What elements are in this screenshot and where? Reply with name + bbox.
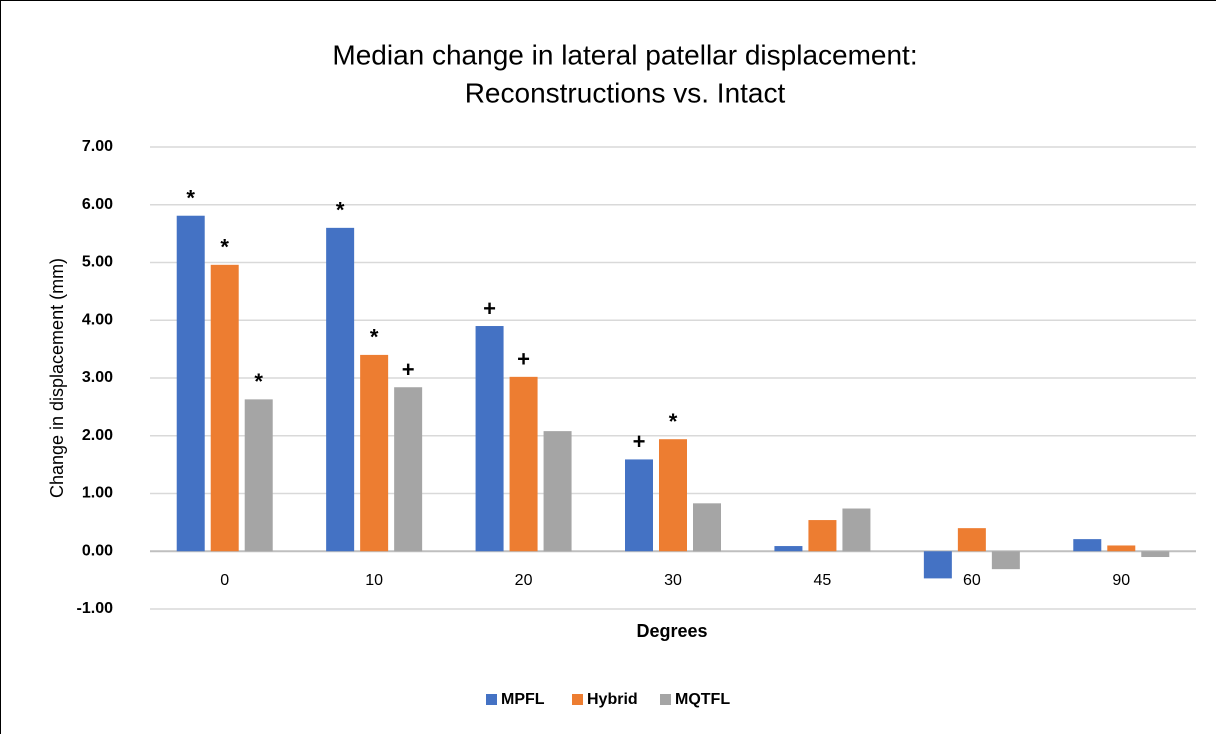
chart-title: Median change in lateral patellar displa…	[332, 39, 917, 70]
x-tick-label: 45	[814, 572, 832, 589]
legend-swatch	[572, 694, 583, 705]
bar	[176, 215, 205, 552]
y-tick-label: 5.00	[82, 254, 113, 271]
bar	[475, 326, 504, 552]
significance-marker: +	[483, 296, 496, 321]
bar	[774, 546, 803, 552]
y-tick-label: 1.00	[82, 485, 113, 502]
significance-marker: *	[220, 235, 229, 260]
bar	[244, 399, 273, 552]
bar	[923, 551, 952, 579]
x-tick-label: 30	[664, 572, 682, 589]
legend-label: Hybrid	[587, 691, 638, 708]
x-tick-label: 90	[1112, 572, 1130, 589]
y-tick-label: 3.00	[82, 369, 113, 386]
x-tick-label: 20	[515, 572, 533, 589]
bar	[1141, 551, 1170, 558]
bar	[957, 528, 986, 552]
chart-title: Reconstructions vs. Intact	[465, 77, 786, 108]
significance-marker: *	[186, 186, 195, 211]
significance-marker: +	[402, 357, 415, 382]
bar	[394, 387, 423, 552]
x-tick-label: 60	[963, 572, 981, 589]
y-tick-label: 4.00	[82, 311, 113, 328]
bar	[659, 439, 687, 552]
bar	[625, 459, 653, 552]
bar	[509, 376, 538, 552]
significance-marker: +	[517, 347, 530, 372]
bar	[1073, 539, 1102, 552]
legend-label: MPFL	[501, 691, 545, 708]
legend-label: MQTFL	[675, 691, 730, 708]
bar	[991, 551, 1020, 570]
bar	[693, 503, 721, 552]
significance-marker: *	[370, 325, 379, 350]
bar	[360, 354, 389, 552]
significance-marker: +	[633, 429, 646, 454]
legend-swatch	[660, 694, 671, 705]
bar	[808, 520, 837, 552]
legend-swatch	[486, 694, 497, 705]
bar	[842, 508, 871, 552]
bar	[210, 264, 239, 552]
bar	[543, 431, 572, 552]
significance-marker: *	[669, 409, 678, 434]
significance-marker: *	[336, 198, 345, 223]
x-axis-label: Degrees	[636, 621, 707, 641]
y-axis-label: Change in displacement (mm)	[47, 258, 67, 498]
y-tick-label: 6.00	[82, 196, 113, 213]
y-tick-label: -1.00	[77, 600, 114, 617]
y-tick-label: 0.00	[82, 542, 113, 559]
x-tick-label: 0	[220, 572, 229, 589]
bar	[326, 227, 355, 552]
y-tick-label: 2.00	[82, 427, 113, 444]
y-tick-label: 7.00	[82, 138, 113, 155]
x-tick-label: 10	[365, 572, 383, 589]
significance-marker: *	[254, 369, 263, 394]
bar	[1107, 545, 1136, 552]
